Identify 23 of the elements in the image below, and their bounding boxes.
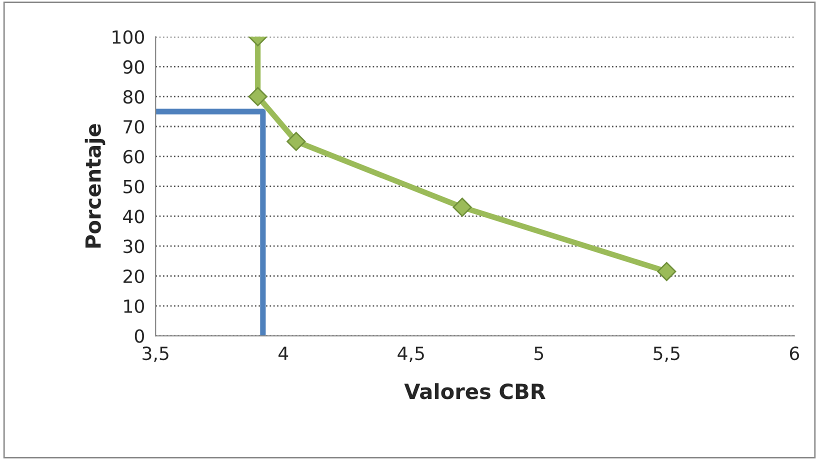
y-tick-label: 70 xyxy=(124,120,144,134)
y-tick-label: 10 xyxy=(124,299,144,314)
x-tick-label: 3,5 xyxy=(142,346,168,362)
x-tick-label: 5,5 xyxy=(654,346,680,362)
y-tick-label: 40 xyxy=(123,210,144,224)
y-axis-title: Porcentaje xyxy=(84,124,106,248)
x-axis-title: Valores CBR xyxy=(404,383,546,400)
point xyxy=(248,87,268,106)
x-tick-label: 4 xyxy=(278,346,288,360)
y-tick-label: 50 xyxy=(124,180,144,194)
x-tick-label: 5 xyxy=(534,346,544,360)
point xyxy=(452,198,472,217)
y-tick-label: 80 xyxy=(123,90,144,104)
y-tick-label: 0 xyxy=(134,329,144,343)
y-tick-label: 60 xyxy=(123,150,144,164)
point xyxy=(286,132,306,151)
y-tick-label: 100 xyxy=(112,30,144,44)
x-tick-label: 6 xyxy=(790,346,800,360)
x-tick-label: 4,5 xyxy=(398,346,424,362)
y-tick-label: 20 xyxy=(124,269,144,284)
y-tick-label: 90 xyxy=(123,60,144,74)
y-tick-label: 30 xyxy=(124,240,144,254)
point xyxy=(657,262,676,282)
